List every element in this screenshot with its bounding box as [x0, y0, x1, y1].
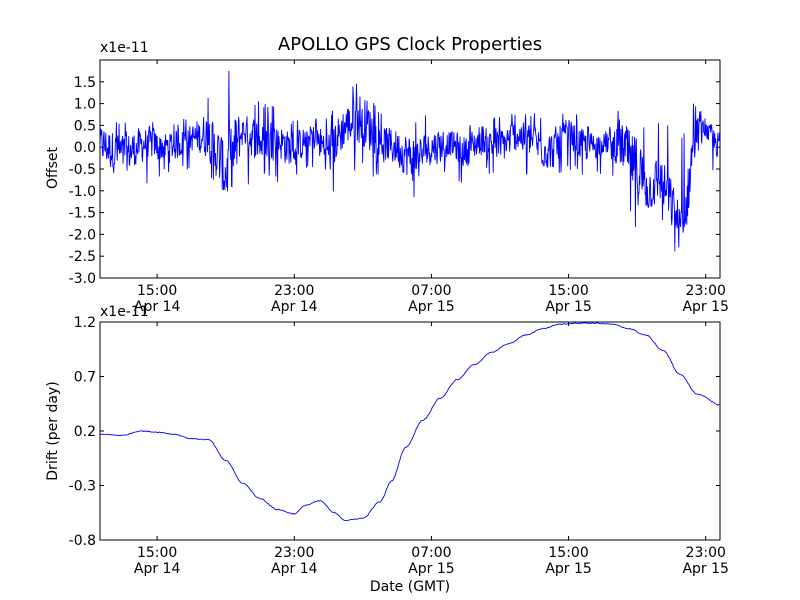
drift-series-line: [100, 322, 720, 522]
x-tick-label-date: Apr 15: [408, 561, 454, 577]
y-tick-label: 1.5: [74, 75, 96, 91]
x-tick-label-time: 23:00: [274, 283, 314, 299]
chart-title: APOLLO GPS Clock Properties: [278, 34, 542, 55]
y-tick-label: -1.5: [69, 206, 96, 222]
y-tick-label: -0.8: [69, 533, 96, 549]
x-tick-label-date: Apr 15: [545, 299, 591, 315]
x-tick-label-time: 07:00: [411, 283, 451, 299]
x-tick-label-time: 23:00: [686, 283, 726, 299]
x-tick-label-time: 23:00: [274, 545, 314, 561]
x-tick-label-time: 23:00: [686, 545, 726, 561]
x-tick-label-time: 15:00: [548, 283, 588, 299]
drift-axis-scale-label: x1e-11: [100, 304, 149, 320]
y-tick-label: -1.0: [69, 184, 96, 200]
y-tick-label: 0.2: [74, 424, 96, 440]
x-tick-label-date: Apr 14: [271, 299, 318, 315]
y-tick-label: 1.0: [74, 97, 96, 113]
y-tick-label: -0.5: [69, 162, 96, 178]
x-tick-label-date: Apr 14: [134, 561, 181, 577]
y-tick-label: -2.5: [69, 249, 96, 265]
offset-panel: x1e-11 Offset 1.5 1.0 0.5 0.0 -0.5 -1.0 -1.5 -2…: [45, 40, 729, 315]
offset-series-line: [100, 70, 720, 252]
x-tick-label-date: Apr 15: [682, 561, 728, 577]
offset-axis-scale-label: x1e-11: [100, 40, 149, 56]
x-tick-label-time: 15:00: [137, 545, 177, 561]
x-tick-label-date: Apr 15: [682, 299, 728, 315]
x-tick-label-time: 07:00: [411, 545, 451, 561]
y-tick-label: -0.3: [69, 479, 96, 495]
y-tick-label: 0.5: [74, 118, 96, 134]
y-tick-label: 1.2: [74, 315, 96, 331]
x-tick-label-date: Apr 15: [408, 299, 454, 315]
drift-panel: x1e-11 Drift (per day) Date (GMT) 1.2 0.7…: [45, 304, 729, 595]
y-tick-label: 0.0: [74, 140, 96, 156]
drift-x-axis-label: Date (GMT): [370, 579, 450, 595]
x-tick-label-date: Apr 14: [271, 561, 318, 577]
x-tick-label-date: Apr 15: [545, 561, 591, 577]
x-tick-label-date: Apr 14: [134, 299, 181, 315]
y-tick-label: 0.7: [74, 370, 96, 386]
x-tick-label-time: 15:00: [137, 283, 177, 299]
y-tick-label: -3.0: [69, 271, 96, 287]
y-tick-label: -2.0: [69, 227, 96, 243]
offset-y-axis-label: Offset: [45, 146, 61, 189]
drift-y-axis-label: Drift (per day): [45, 381, 61, 480]
x-tick-label-time: 15:00: [548, 545, 588, 561]
